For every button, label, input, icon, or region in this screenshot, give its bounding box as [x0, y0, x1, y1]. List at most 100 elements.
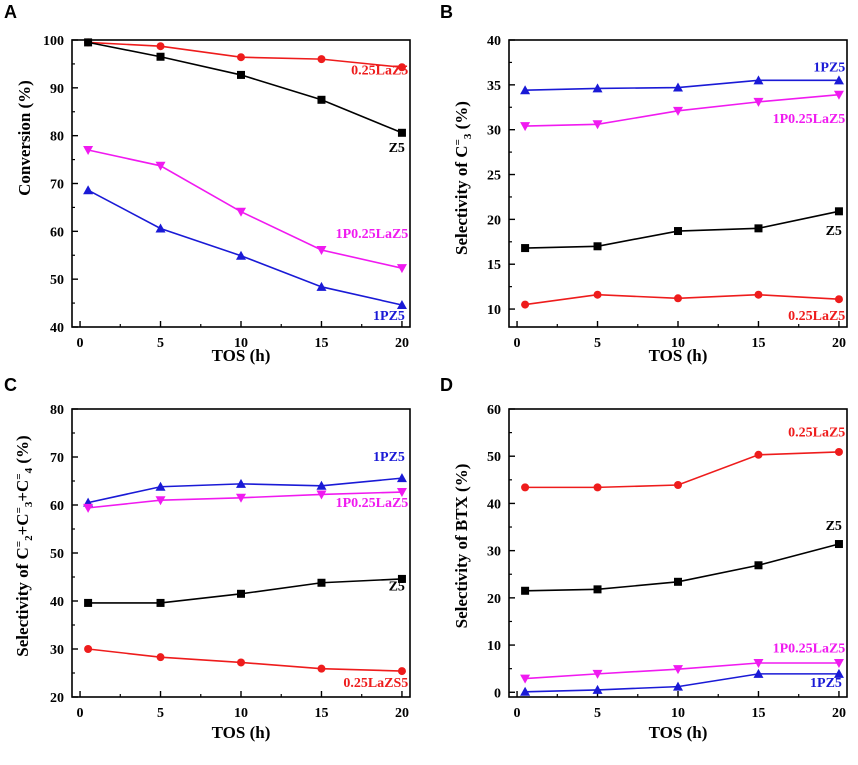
panel-c-letter: C	[4, 375, 17, 395]
panel-b-ytick-label: 40	[487, 34, 501, 49]
panel-c-xtick-label: 0	[77, 706, 84, 721]
panel-b-point-z5	[754, 224, 763, 233]
panel-b-label-z5: Z5	[826, 224, 842, 239]
panel-d-ytick-label: 20	[487, 592, 501, 607]
panel-b-point-z5	[674, 227, 682, 236]
panel-c-ylabel-mid1: +C	[13, 513, 32, 535]
panel-c-point-1p025laz5	[396, 488, 407, 498]
panel-a-xlabel: TOS (h)	[212, 346, 271, 365]
panel-b-point-025laz5	[521, 300, 530, 309]
panel-a-line-z5	[87, 41, 403, 134]
panel-c-ylabel-post: (%)	[13, 435, 32, 468]
panel-a-series-1pz5: 1PZ5	[83, 185, 407, 324]
panel-c-ytick-label: 70	[50, 451, 64, 466]
panel-a: A Conversion (%) TOS (h) 0 5 10 15 20 40 50 60 7…	[4, 2, 411, 365]
panel-d-point-z5	[521, 586, 530, 595]
panel-d-point-1pz5	[520, 686, 531, 696]
panel-d-point-z5	[674, 577, 682, 586]
panel-a-xtick-label: 20	[395, 336, 409, 351]
panel-c-ylabel: Selectivity of C=2+C=3+C=4 (%)	[13, 435, 35, 656]
panel-d-ytick-label: 40	[487, 497, 501, 512]
panel-c-ytick-label: 20	[50, 691, 64, 706]
panel-c-frame	[71, 408, 411, 698]
panel-c-xtick-label: 20	[395, 706, 409, 721]
panel-c-xtick-label: 5	[157, 706, 164, 721]
panel-d-xtick-label: 20	[832, 706, 846, 721]
panel-a-point-1pz5	[83, 185, 94, 195]
panel-c-point-1pz5	[316, 480, 327, 490]
panel-a-series-z5: Z5	[84, 38, 406, 156]
panel-d-series-025laz5: 0.25LaZ5	[521, 425, 845, 492]
panel-c-series-025laz5: 0.25LaZS5	[84, 645, 408, 691]
panel-b-ytick-label: 35	[487, 79, 501, 94]
panel-d-series-z5: Z5	[521, 519, 843, 595]
panel-c-label-1pz5: 1PZ5	[373, 450, 405, 465]
panel-b-series-1pz5: 1PZ5	[520, 61, 845, 95]
panel-c-line-025laz5	[88, 648, 402, 672]
panel-b-line-z5	[525, 210, 840, 249]
panel-c-point-1p025laz5	[155, 496, 166, 506]
panel-d-ylabel: Selectivity of BTX (%)	[452, 464, 471, 629]
panel-a-point-1pz5	[155, 223, 166, 233]
panel-b-ylabel: Selectivity of C=3 (%)	[452, 101, 474, 255]
panel-c-point-1p025laz5	[83, 503, 94, 513]
panel-d-point-1p025laz5	[673, 665, 683, 675]
panel-a-plot: 0 5 10 15 20 40 50 60 70 80 90 100 0.25LaZ5 Z5 1P0.25L…	[43, 34, 411, 351]
panel-a-point-025laz5	[317, 55, 326, 64]
panel-c-ylabel-mid2: +C	[13, 480, 32, 502]
panel-c-point-z5	[237, 589, 245, 598]
panel-d-label-1pz5: 1PZ5	[810, 676, 842, 691]
panel-d-point-025laz5	[521, 483, 530, 492]
panel-a-ylabel: Conversion (%)	[15, 80, 34, 196]
panel-a-series-1p025laz5: 1P0.25LaZ5	[83, 146, 409, 274]
panel-d-point-1p025laz5	[833, 659, 844, 669]
panel-b-point-1p025laz5	[833, 90, 844, 100]
panel-c-point-z5	[397, 574, 406, 583]
panel-d-ytick-label: 10	[487, 639, 501, 654]
panel-d-plot: 0 5 10 15 20 0 10 20 30 40 50 60 0.25LaZ5 Z5 1P0.25LaZ…	[487, 403, 848, 721]
panel-c-line-z5	[88, 578, 402, 604]
panel-b-point-025laz5	[674, 294, 682, 303]
panel-b-line-025laz5	[524, 293, 839, 306]
panel-b-ytick-label: 20	[487, 213, 501, 228]
panel-a-ytick-label: 40	[50, 321, 64, 336]
panel-a-point-z5	[84, 38, 93, 47]
panel-b-plot: 0 5 10 15 20 10 15 20 25 30 35 40 1PZ5 1P0.25LaZ5 Z5 0.…	[487, 34, 848, 351]
panel-a-point-1pz5	[396, 299, 407, 309]
panel-c-point-1p025laz5	[236, 493, 246, 503]
panel-b-ytick-label: 25	[487, 169, 501, 184]
panel-d-series-1p025laz5: 1P0.25LaZ5	[520, 641, 845, 684]
panel-d-xtick-label: 0	[514, 706, 521, 721]
panel-b-label-1p025laz5: 1P0.25LaZ5	[773, 112, 846, 127]
panel-a-point-025laz5	[156, 42, 165, 51]
panel-b-ylabel-pre: Selectivity of C	[452, 145, 471, 255]
panel-b-point-1pz5	[753, 75, 764, 85]
panel-b-point-1p025laz5	[520, 122, 531, 132]
panel-a-ytick-label: 80	[50, 130, 64, 145]
panel-a-series-025laz5: 0.25LaZ5	[84, 38, 408, 78]
panel-a-point-1p025laz5	[236, 207, 246, 217]
panel-c-plot: 0 5 10 15 20 20 30 40 50 60 70 80 1PZ5 1P0.25LaZ5 Z5 0.…	[50, 403, 411, 721]
panel-a-ytick-label: 70	[50, 178, 64, 193]
panel-b-point-1pz5	[673, 82, 683, 92]
panel-a-point-1p025laz5	[316, 245, 327, 255]
panel-d-letter: D	[440, 375, 453, 395]
panel-b-label-1pz5: 1PZ5	[813, 61, 845, 76]
panel-c-point-z5	[317, 578, 326, 587]
panel-a-letter: A	[4, 2, 17, 22]
panel-b: B Selectivity of C=3 (%) TOS (h) 0 5 10 15 2…	[440, 2, 848, 365]
panel-a-point-025laz5	[237, 53, 245, 62]
panel-b-point-1p025laz5	[592, 120, 603, 130]
panel-d-point-025laz5	[834, 447, 843, 456]
panel-c-label-1p025laz5: 1P0.25LaZ5	[336, 496, 409, 511]
panel-d-point-z5	[754, 561, 763, 570]
panel-b-xtick-label: 5	[594, 336, 601, 351]
panel-b-point-z5	[834, 207, 843, 216]
panel-a-label-1p025laz5: 1P0.25LaZ5	[336, 227, 409, 242]
panel-a-label-025laz5: 0.25LaZ5	[351, 63, 408, 78]
panel-a-ytick-label: 90	[50, 82, 64, 97]
panel-b-point-025laz5	[593, 290, 602, 299]
panel-c-ylabel-sub1: 2	[23, 535, 35, 541]
panel-b-point-1p025laz5	[673, 106, 683, 116]
